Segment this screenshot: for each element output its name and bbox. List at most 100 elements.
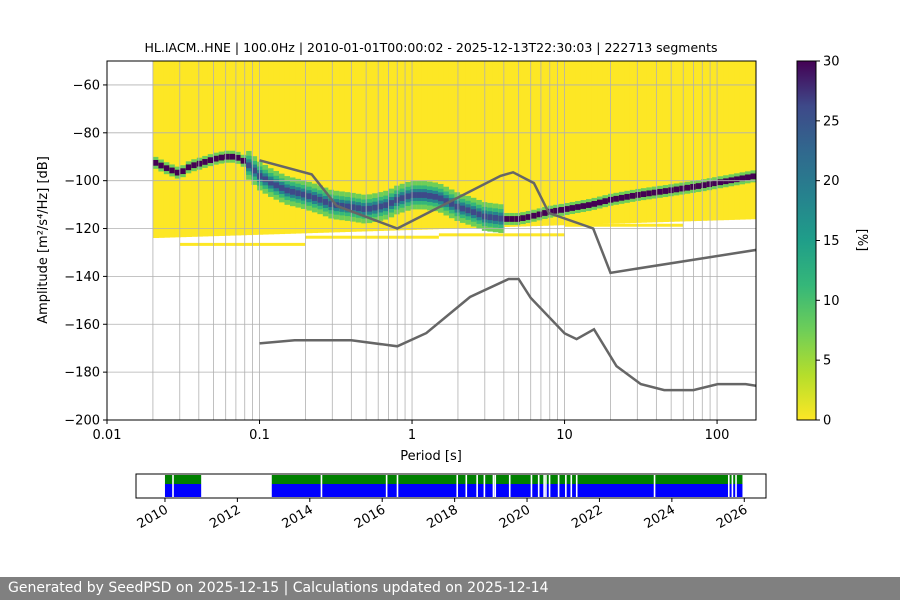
psd-density-cell	[580, 203, 587, 209]
psd-density-cell	[152, 159, 159, 166]
psd-background-cell	[723, 61, 730, 221]
psd-background-cell	[542, 61, 549, 226]
psd-density-cell	[251, 167, 258, 174]
psd-background-cell	[284, 61, 291, 234]
psd-background-cell	[377, 61, 384, 231]
psd-background-cell	[405, 61, 412, 231]
psd-background-cell	[662, 61, 669, 223]
availability-axis: 2010 2012 2014 2016 2018 2020 2022 2024 2026	[135, 498, 750, 532]
coverage-gap	[396, 475, 399, 497]
x-axis-label: Period [s]	[400, 449, 462, 464]
psd-background-cell	[607, 61, 615, 224]
psd-background-cell	[553, 61, 560, 226]
year-tick-label: 2020	[497, 502, 533, 532]
y-tick-label: −100	[64, 174, 100, 189]
psd-density-cell	[624, 193, 631, 200]
psd-heatmap	[152, 61, 756, 246]
psd-density-cell	[492, 215, 499, 221]
coverage-bar	[271, 484, 743, 497]
psd-density-cell	[180, 168, 187, 175]
psd-background-cell	[202, 61, 209, 237]
psd-density-cell	[487, 214, 494, 221]
psd-density-cell	[383, 202, 390, 209]
x-axis: 0.01 0.1 1 10 100	[93, 420, 730, 443]
psd-density-cell	[158, 162, 165, 169]
psd-density-cell	[569, 205, 576, 211]
psd-density-cell	[531, 212, 538, 219]
footer-bar: Generated by SeedPSD on 2025-12-15 | Cal…	[0, 577, 900, 600]
coverage-gap	[653, 475, 656, 497]
colorbar-tick-label: 10	[823, 294, 840, 309]
psd-background-cell	[218, 61, 225, 236]
psd-background-cell	[262, 61, 269, 235]
psd-density-cell	[536, 211, 543, 218]
x-tick-label: 100	[705, 428, 730, 443]
year-tick-label: 2010	[135, 502, 171, 532]
psd-density-cell	[224, 153, 231, 160]
psd-density-cell	[350, 204, 357, 211]
psd-background-cell	[383, 61, 390, 231]
psd-background-cell	[728, 61, 735, 220]
psd-background-cell	[717, 61, 724, 221]
coverage-gap	[385, 475, 388, 497]
year-tick-label: 2024	[642, 502, 678, 532]
psd-background-cell	[734, 61, 741, 220]
psd-background-cell	[597, 61, 604, 225]
psd-background-cell	[580, 61, 587, 225]
psd-background-cell	[289, 61, 297, 234]
psd-background-cell	[163, 61, 170, 238]
psd-density-cell	[618, 194, 626, 201]
psd-density-cell	[662, 188, 669, 194]
psd-background-cell	[344, 61, 351, 232]
psd-background-cell	[525, 61, 532, 227]
psd-density-cell	[185, 164, 192, 171]
psd-density-cell	[213, 155, 220, 162]
psd-density-cell	[745, 174, 752, 181]
coverage-gap	[465, 475, 468, 497]
coverage-gap	[735, 475, 737, 497]
noise-model-lines	[259, 159, 756, 392]
colorbar-tick-label: 5	[823, 354, 831, 369]
psd-density-cell	[503, 216, 510, 222]
psd-background-cell	[487, 61, 494, 228]
psd-density-cell	[448, 200, 456, 207]
psd-density-cell	[695, 183, 702, 189]
psd-density-cell	[597, 199, 604, 206]
psd-background-cell	[536, 61, 543, 226]
low-noise-model-line	[259, 277, 756, 392]
psd-background-cell	[207, 61, 214, 237]
psd-density-cell	[542, 210, 549, 216]
psd-background-cell	[317, 61, 324, 233]
psd-density-cell	[262, 176, 269, 183]
psd-density-cell	[629, 192, 636, 199]
psd-background-cell	[679, 61, 686, 222]
psd-density-cell	[268, 179, 275, 186]
grid-lines	[107, 61, 756, 420]
coverage-gap	[575, 475, 578, 497]
psd-background-cell	[618, 61, 626, 224]
psd-density-cell	[229, 153, 236, 160]
psd-background-cell	[470, 61, 477, 229]
psd-background-cell	[361, 61, 368, 232]
psd-density-cell	[607, 196, 615, 203]
psd-density-cell	[651, 189, 658, 196]
psd-density-cell	[361, 206, 368, 212]
psd-background-cell	[421, 61, 428, 230]
coverage-gap	[570, 475, 573, 497]
psd-density-cell	[640, 191, 647, 198]
psd-background-cell	[229, 61, 236, 236]
psd-streak	[179, 242, 306, 246]
psd-density-cell	[646, 190, 653, 197]
psd-background-cell	[646, 61, 653, 223]
psd-background-cell	[224, 61, 231, 236]
psd-density-cell	[438, 195, 445, 202]
colorbar	[796, 60, 817, 421]
psd-background-cell	[695, 61, 702, 221]
psd-background-cell	[191, 61, 198, 237]
psd-background-cell	[306, 61, 313, 234]
psd-background-cell	[569, 61, 576, 225]
psd-density-cell	[459, 205, 467, 212]
psd-density-cell	[684, 184, 691, 191]
psd-density-cell	[498, 215, 505, 222]
psd-density-cell	[750, 173, 756, 180]
